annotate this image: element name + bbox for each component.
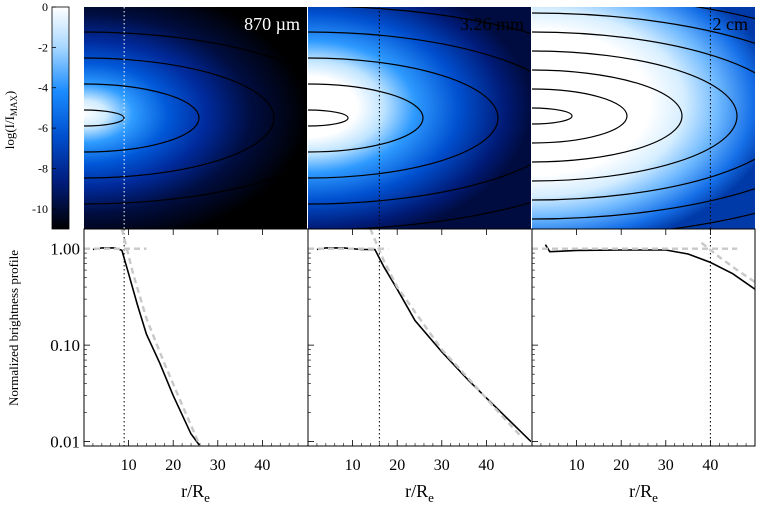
contour-line	[308, 57, 499, 179]
contours-3	[532, 7, 755, 229]
colorbar-tick-label: -10	[32, 202, 48, 216]
contour-line	[84, 83, 200, 153]
x-axis-labels: 10 20 30 40 r/Re 10 20 30 40 r/Re 10 20 30 40 r/Re	[121, 457, 719, 505]
colorbar-label-close: )	[2, 91, 17, 95]
panel-title-2cm: 2 cm	[713, 14, 749, 34]
profile-panel-1	[84, 229, 299, 446]
x-tick-label: 20	[389, 457, 405, 474]
x-tick-label: 10	[121, 457, 137, 474]
contour-line	[532, 88, 628, 144]
panel-title-3-26mm: 3.26 mm	[460, 14, 524, 34]
colorbar-tick-label: 0	[42, 0, 48, 14]
x-tick-label: 10	[345, 457, 361, 474]
x-tick-label: 30	[210, 457, 226, 474]
contours-2	[308, 7, 531, 229]
x-tick-label: 20	[613, 457, 629, 474]
profile-panel-2	[308, 229, 531, 446]
fit-line-dashed-powerlaw	[120, 229, 202, 446]
x-tick-label: 30	[658, 457, 674, 474]
colorbar-tick-label: -6	[38, 121, 48, 135]
image-panel-2	[308, 7, 531, 229]
x-tick-label: 40	[702, 457, 718, 474]
x-axis-label: r/Re	[405, 481, 434, 505]
colorbar-tick-label: -8	[38, 161, 48, 175]
profile-line	[544, 244, 755, 290]
heatmap-1	[84, 7, 307, 229]
image-panel-3	[532, 7, 755, 229]
colorbar-label-sub: MAX	[9, 95, 19, 117]
x-tick-label: 40	[478, 457, 494, 474]
contour-line	[308, 109, 349, 127]
y-axis-tick-labels: 1.00 0.10 0.01	[50, 240, 80, 452]
image-panel-1	[84, 7, 307, 229]
colorbar: 0 -2 -4 -6 -8 -10 log(I/IMAX)	[2, 0, 70, 230]
y-tick-label: 0.10	[50, 336, 80, 355]
contour-line	[532, 69, 683, 163]
contour-line	[532, 107, 573, 125]
contour-line	[84, 109, 125, 127]
colorbar-tick-label: -2	[38, 40, 48, 54]
colorbar-bar	[51, 6, 70, 230]
y-axis-label: Normalized brightness profile	[6, 250, 21, 406]
colorbar-tick-label: -4	[38, 81, 48, 95]
profile-line	[92, 247, 201, 446]
colorbar-label: log(I/IMAX)	[2, 91, 19, 150]
colorbar-label-main: log(I/I	[2, 116, 17, 149]
panel-title-870um: 870 µm	[244, 14, 300, 34]
contour-line	[308, 83, 424, 153]
x-tick-label: 10	[569, 457, 585, 474]
y-tick-label: 1.00	[50, 240, 80, 259]
contours-1	[84, 7, 307, 229]
x-axis-label: r/Re	[629, 481, 658, 505]
x-axis-label: r/Re	[181, 481, 210, 505]
heatmap-2	[308, 7, 531, 229]
fit-line-dashed-powerlaw	[700, 241, 755, 284]
profile-frame	[83, 228, 756, 447]
y-tick-label: 0.01	[50, 433, 80, 452]
x-tick-label: 20	[165, 457, 181, 474]
contour-line	[84, 57, 275, 179]
x-tick-label: 40	[254, 457, 270, 474]
colorbar-ticks: 0 -2 -4 -6 -8 -10	[32, 0, 56, 216]
contour-line	[532, 50, 738, 182]
x-tick-label: 30	[434, 457, 450, 474]
fit-line-dashed-powerlaw	[369, 229, 523, 439]
profile-panel-3	[532, 229, 755, 446]
